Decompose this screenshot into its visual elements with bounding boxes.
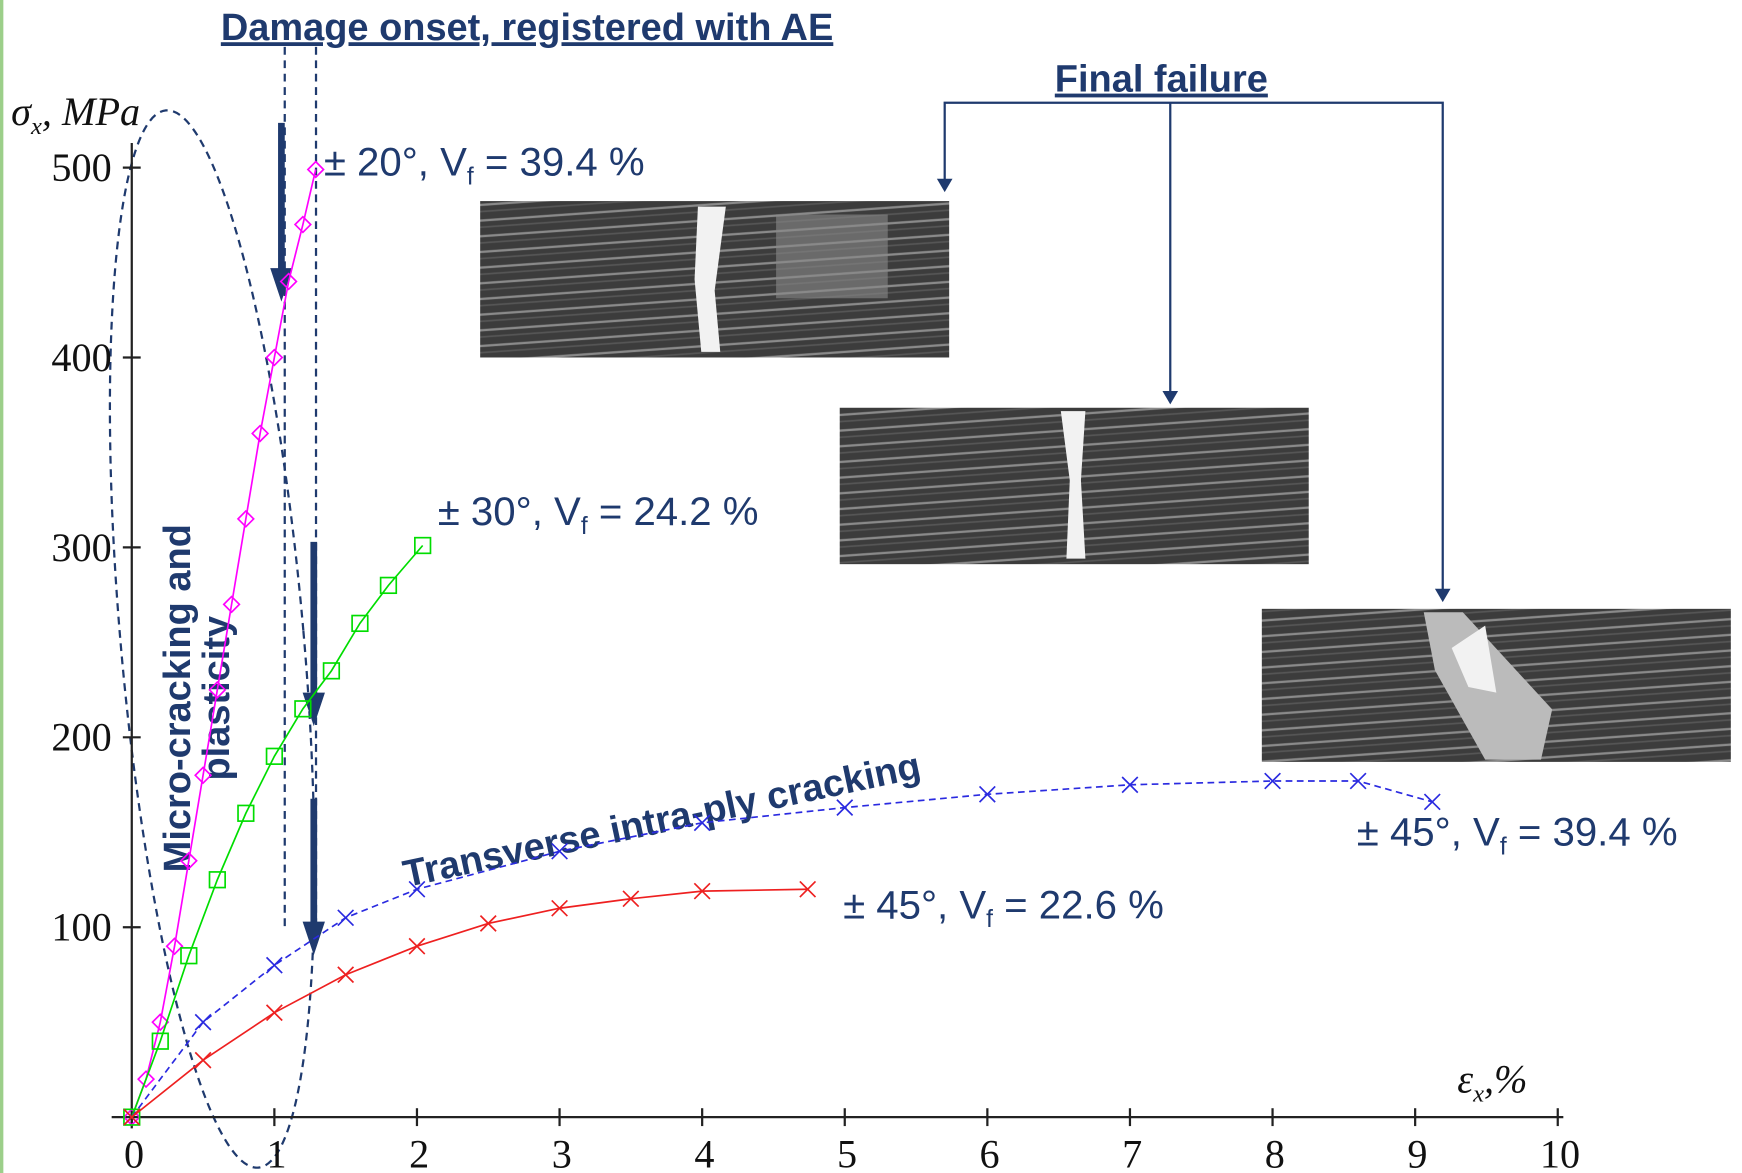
marker [338,967,354,983]
series-label: ± 45°, Vf = 22.6 % [843,882,1164,933]
specimen-photos [480,201,1731,762]
y-axis-label: σx, MPa [11,89,140,140]
series-label: ± 45°, Vf = 39.4 % [1357,810,1678,861]
micro-cracking-label: Micro-cracking and [157,524,199,872]
marker [267,957,283,973]
micro-cracking-group: Micro-cracking and plasticity [157,524,238,872]
chart: Damage onset, registered with AE Final f… [0,0,1742,1173]
x-tick-label: 2 [409,1131,429,1173]
series-label: ± 20°, Vf = 39.4 % [324,139,645,190]
marker [980,786,996,802]
series-line [132,889,808,1117]
marker [480,916,496,932]
onset-guides [75,47,350,1173]
final-failure-label: Final failure [1055,59,1268,101]
x-tick-label: 1 [267,1131,287,1173]
x-tick-label: 8 [1265,1131,1285,1173]
marker [267,1005,283,1021]
x-axis-label: εx,% [1457,1057,1527,1108]
x-tick-label: 5 [837,1131,857,1173]
y-tick-label: 500 [51,145,111,190]
y-tick-label: 100 [51,905,111,950]
x-tick-label: 0 [124,1131,144,1173]
x-tick-label: 9 [1407,1131,1427,1173]
x-tick-label: 3 [552,1131,572,1173]
x-tick-label: 6 [980,1131,1000,1173]
damage-onset-label: Damage onset, registered with AE [221,7,833,49]
series-line [132,781,1432,1117]
x-tick-label: 10 [1540,1131,1580,1173]
y-tick-label: 300 [51,525,111,570]
x-tick-label: 7 [1122,1131,1142,1173]
x-tick-label: 4 [694,1131,714,1173]
marker [409,938,425,954]
series-label: ± 30°, Vf = 24.2 % [438,489,759,540]
marker [1424,794,1440,810]
marker [195,1014,211,1030]
marker [195,1052,211,1068]
marker [1350,773,1366,789]
y-tick-label: 200 [51,715,111,760]
y-tick-label: 400 [51,335,111,380]
marker [338,910,354,926]
